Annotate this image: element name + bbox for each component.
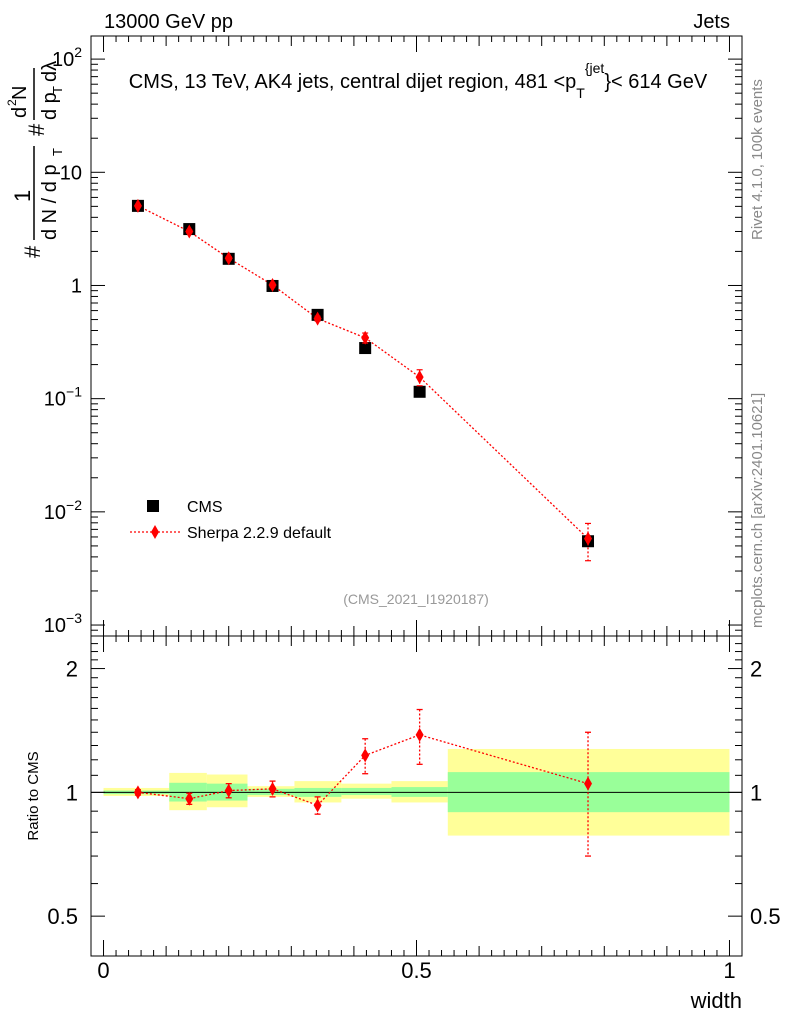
x-axis-label: width: [690, 988, 742, 1013]
mcplots-label: mcplots.cern.ch [arXiv:2401.10621]: [749, 393, 766, 628]
ratio-sherpa-point-4: [313, 798, 322, 813]
ratio-ytick-label-right-1: 1: [750, 780, 762, 805]
xtick-label-2: 1: [723, 958, 735, 983]
title-suffix: }< 614 GeV: [604, 71, 708, 93]
ylabel-sup-2: 2: [5, 99, 19, 106]
ratio-sherpa-point-3: [268, 781, 277, 796]
analysis-watermark: (CMS_2021_I1920187): [343, 591, 489, 607]
xtick-label-0: 0: [97, 958, 109, 983]
legend-cms-label: CMS: [187, 499, 223, 516]
cms-data-point-5: [359, 342, 372, 355]
axes: 102 10 1 10−1 10−2 10−3 2 2 1 1 0.5 0.5 0 0.5 1: [44, 35, 781, 983]
ratio-ytick-label-left-2: 0.5: [47, 904, 78, 929]
main-ytick-label-4: 10−2: [44, 497, 82, 524]
ylabel-hash-mid: #: [24, 123, 49, 136]
ratio-ytick-label-left-1: 1: [66, 780, 78, 805]
sherpa-point-7: [584, 531, 593, 546]
main-series-layer: [131, 198, 595, 562]
sherpa-point-2: [224, 251, 233, 266]
band-inner-5: [341, 787, 392, 796]
ratio-ytick-label-right-0: 2: [750, 657, 762, 682]
legend-sherpa-marker: [151, 525, 159, 539]
legend: CMS Sherpa 2.2.9 default: [130, 499, 332, 542]
sherpa-point-5: [361, 330, 370, 345]
ylabel-dn-dpt: d N / d p: [39, 164, 61, 240]
ratio-sherpa-point-1: [185, 791, 194, 806]
cms-data-point-6: [413, 385, 426, 398]
title-prefix: CMS, 13 TeV, AK4 jets, central dijet reg…: [129, 71, 577, 93]
ratio-ytick-label-right-2: 0.5: [750, 904, 781, 929]
ratio-ytick-label-left-0: 2: [66, 657, 78, 682]
xtick-label-1: 0.5: [401, 958, 432, 983]
sherpa-line: [137, 205, 589, 540]
ratio-sherpa-point-2: [224, 783, 233, 798]
ylabel-one: 1: [10, 190, 35, 202]
sherpa-point-6: [415, 370, 424, 385]
title-sub: T: [576, 85, 585, 101]
ratio-y-axis-label: Ratio to CMS: [25, 751, 42, 840]
header-right: Jets: [693, 11, 730, 33]
main-ytick-label-2: 1: [71, 275, 82, 297]
ylabel-dlambda: dλ: [39, 61, 61, 82]
ratio-sherpa-point-5: [361, 748, 370, 763]
main-ytick-label-0: 102: [52, 44, 82, 71]
main-y-axis-label: # 1 d N / d p T # d 2 N d p T dλ: [5, 61, 65, 258]
main-ytick-label-1: 10: [60, 162, 82, 184]
ratio-sherpa-point-7: [584, 776, 593, 791]
header-left: 13000 GeV pp: [104, 11, 233, 33]
title-sup: {jet: [585, 60, 605, 76]
ylabel-hash-left: #: [20, 245, 45, 258]
ratio-sherpa-point-6: [415, 727, 424, 742]
ylabel-n: N: [9, 86, 31, 100]
sherpa-point-4: [313, 311, 322, 326]
ylabel-dp: d p: [39, 92, 61, 120]
ylabel-sub-t1: T: [50, 148, 65, 156]
ylabel-sub-t2: T: [50, 86, 65, 94]
plot-title: CMS, 13 TeV, AK4 jets, central dijet reg…: [129, 60, 708, 101]
ylabel-d2n: d: [9, 107, 31, 118]
sherpa-point-0: [133, 198, 142, 213]
sherpa-point-3: [268, 277, 277, 292]
ratio-sherpa-point-0: [133, 785, 142, 800]
main-ytick-label-3: 10−1: [44, 384, 82, 411]
ratio-sherpa-line: [137, 734, 589, 807]
main-frame: [90, 35, 743, 637]
rivet-version-label: Rivet 4.1.0, 100k events: [749, 79, 766, 240]
sherpa-point-1: [185, 224, 194, 239]
legend-cms-marker: [147, 500, 159, 512]
main-ytick-label-5: 10−3: [44, 610, 82, 637]
legend-sherpa-label: Sherpa 2.2.9 default: [187, 525, 332, 542]
ratio-plot-area: [91, 708, 742, 857]
